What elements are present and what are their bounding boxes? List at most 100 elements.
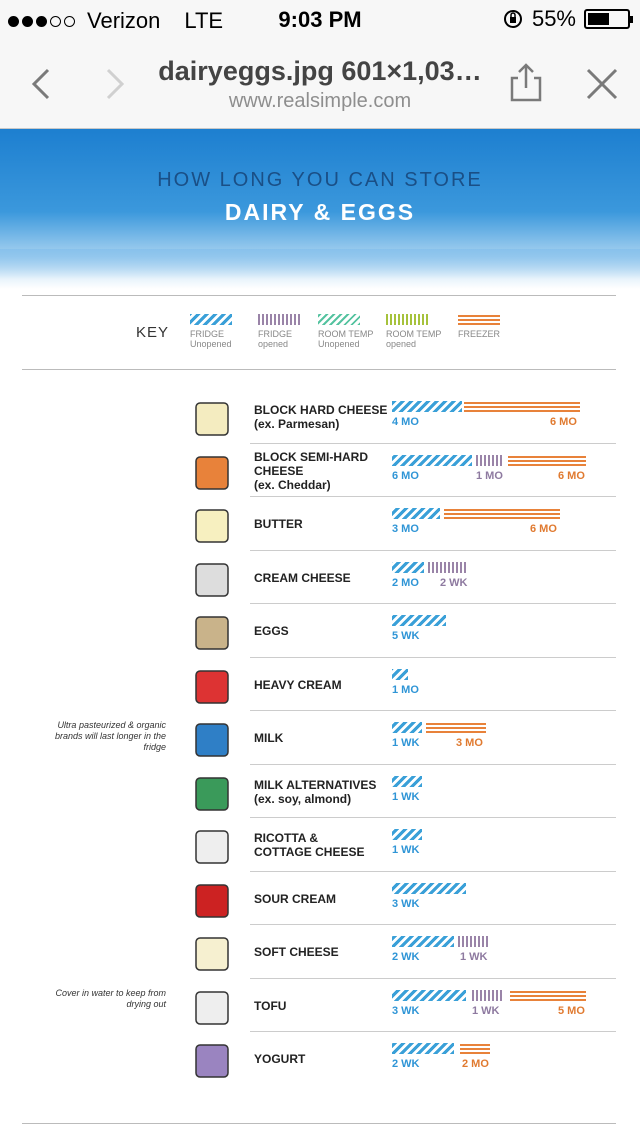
key-fridge-opened: FRIDGE opened (258, 314, 318, 349)
key-label: KEY (136, 324, 170, 341)
duration-label: 5 WK (392, 630, 420, 642)
duration-label: 4 MO (392, 416, 419, 428)
item-name-line: RICOTTA & (254, 831, 318, 845)
close-icon[interactable] (582, 64, 622, 104)
duration-label: 3 WK (392, 897, 420, 910)
duration-label: 2 MO (392, 576, 419, 589)
item-name: BLOCK SEMI-HARD CHEESE (ex. Cheddar) (254, 450, 368, 492)
key-title: ROOM TEMP (386, 329, 442, 339)
key-title: FRIDGE (258, 329, 293, 339)
row-divider (250, 817, 616, 818)
duration-bar-fridge-unopened (392, 561, 424, 573)
cheese-wedge-icon (195, 402, 229, 436)
duration-bar-freezer (464, 401, 580, 412)
row-divider (250, 870, 616, 872)
key-title: FREEZER (458, 329, 501, 339)
heading-top: HOW LONG YOU CAN STORE (157, 169, 483, 191)
item-name: RICOTTA & COTTAGE CHEESE (254, 831, 364, 859)
row-divider (250, 603, 616, 604)
item-name-line: MILK (254, 731, 284, 745)
item-name-line: TOFU (254, 998, 287, 1013)
duration-bar-fridge-unopened (392, 882, 466, 894)
duration-bar-fridge-opened (476, 454, 504, 466)
row-divider (250, 977, 616, 979)
status-left: Verizon LTE (8, 8, 223, 34)
duration-label: 1 MO (476, 469, 503, 482)
key-title: ROOM TEMP (318, 329, 374, 339)
row-divider (250, 442, 616, 444)
duration-bar-fridge-unopened (392, 722, 422, 733)
item-name: CREAM CHEESE (254, 571, 351, 585)
duration-bar-fridge-unopened (392, 401, 462, 412)
item-name-line: YOGURT (254, 1052, 306, 1066)
key-title: FRIDGE (190, 329, 225, 339)
row-divider (250, 496, 616, 497)
sour-cream-icon (195, 883, 229, 918)
duration-label: 2 MO (462, 1058, 489, 1070)
share-icon[interactable] (506, 62, 546, 102)
item-name-line: SOFT CHEESE (254, 945, 339, 959)
item-name: MILK (254, 731, 283, 745)
row-divider (250, 924, 616, 925)
duration-label: 2 WK (440, 576, 468, 589)
item-name: SOUR CREAM (254, 892, 336, 906)
duration-bar-fridge-unopened (392, 454, 472, 466)
infographic-image[interactable]: HOW LONG YOU CAN STORE DAIRY & EGGS KEY … (0, 129, 640, 1136)
row-divider (250, 1031, 616, 1032)
item-name-line: SOUR CREAM (254, 891, 337, 906)
item-name-line: COTTAGE CHEESE (254, 845, 365, 859)
item-name-line: EGGS (254, 624, 289, 638)
duration-label: 6 MO (558, 469, 585, 482)
carrier-label: Verizon (87, 8, 161, 33)
divider (22, 295, 616, 296)
cream-carton-icon (195, 669, 229, 704)
duration-bar-fridge-opened (458, 936, 488, 947)
network-label: LTE (184, 8, 224, 33)
duration-label: 5 MO (558, 1004, 585, 1017)
duration-bar-fridge-unopened (392, 936, 454, 947)
key-room-unopened: ROOM TEMP Unopened (318, 314, 378, 349)
page-url[interactable]: www.realsimple.com (228, 90, 412, 112)
duration-label: 2 WK (392, 1058, 420, 1070)
back-icon[interactable] (22, 64, 62, 104)
duration-label: 6 MO (550, 416, 577, 428)
row-divider (250, 549, 616, 551)
item-name-line: (ex. Parmesan) (254, 417, 340, 431)
key-sub: opened (386, 339, 417, 349)
duration-bar-fridge-unopened (392, 989, 466, 1001)
heading-main: DAIRY & EGGS (224, 199, 416, 225)
item-name: TOFU (254, 999, 286, 1013)
item-name: YOGURT (254, 1052, 305, 1066)
duration-bar-fridge-unopened (392, 615, 446, 626)
item-name: HEAVY CREAM (254, 678, 342, 692)
key-sub: Unopened (190, 339, 232, 349)
status-bar: Verizon LTE 9:03 PM 55% (0, 0, 640, 40)
duration-bar-fridge-unopened (392, 508, 440, 519)
forward-icon[interactable] (94, 64, 134, 104)
tofu-icon (195, 990, 229, 1025)
item-name-line: CHEESE (254, 463, 304, 478)
item-name: BLOCK HARD CHEESE (ex. Parmesan) (254, 403, 387, 431)
divider (22, 1123, 616, 1124)
duration-bar-fridge-unopened (392, 829, 422, 840)
item-name-line: (ex. soy, almond) (254, 791, 352, 806)
battery-icon (584, 9, 633, 29)
duration-bar-freezer (508, 454, 586, 466)
item-name: SOFT CHEESE (254, 945, 339, 959)
navigation-bar: dairyeggs.jpg 601×1,03… www.realsimple.c… (0, 40, 640, 129)
duration-label: 1 WK (472, 1004, 500, 1017)
soft-cheese-icon (195, 937, 229, 971)
milk-carton-icon (195, 723, 229, 757)
row-divider (250, 710, 616, 711)
butter-icon (195, 509, 229, 543)
egg-carton-icon (195, 616, 229, 650)
divider (22, 369, 616, 370)
ricotta-tub-icon (195, 830, 229, 864)
duration-bar-freezer (444, 508, 560, 519)
duration-label: 1 WK (392, 790, 420, 803)
item-name-line: (ex. Cheddar) (254, 477, 331, 492)
item-name: BUTTER (254, 517, 303, 531)
key-fridge-unopened: FRIDGE Unopened (190, 314, 250, 349)
duration-bar-freezer (510, 989, 586, 1001)
duration-bar-fridge-unopened (392, 668, 408, 680)
